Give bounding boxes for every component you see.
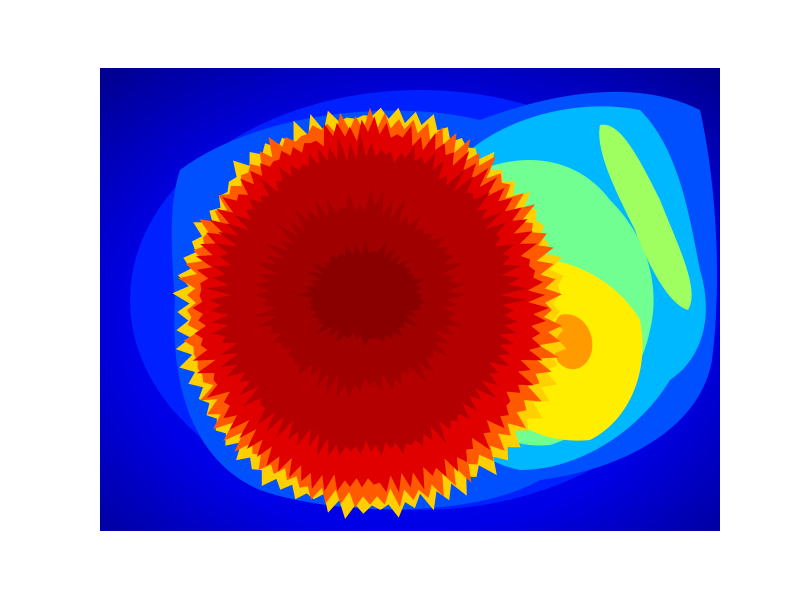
flower [172,107,567,519]
green-streak [599,124,692,310]
flower-core [296,240,425,347]
orange-spot [552,314,593,370]
image-area [100,68,720,531]
